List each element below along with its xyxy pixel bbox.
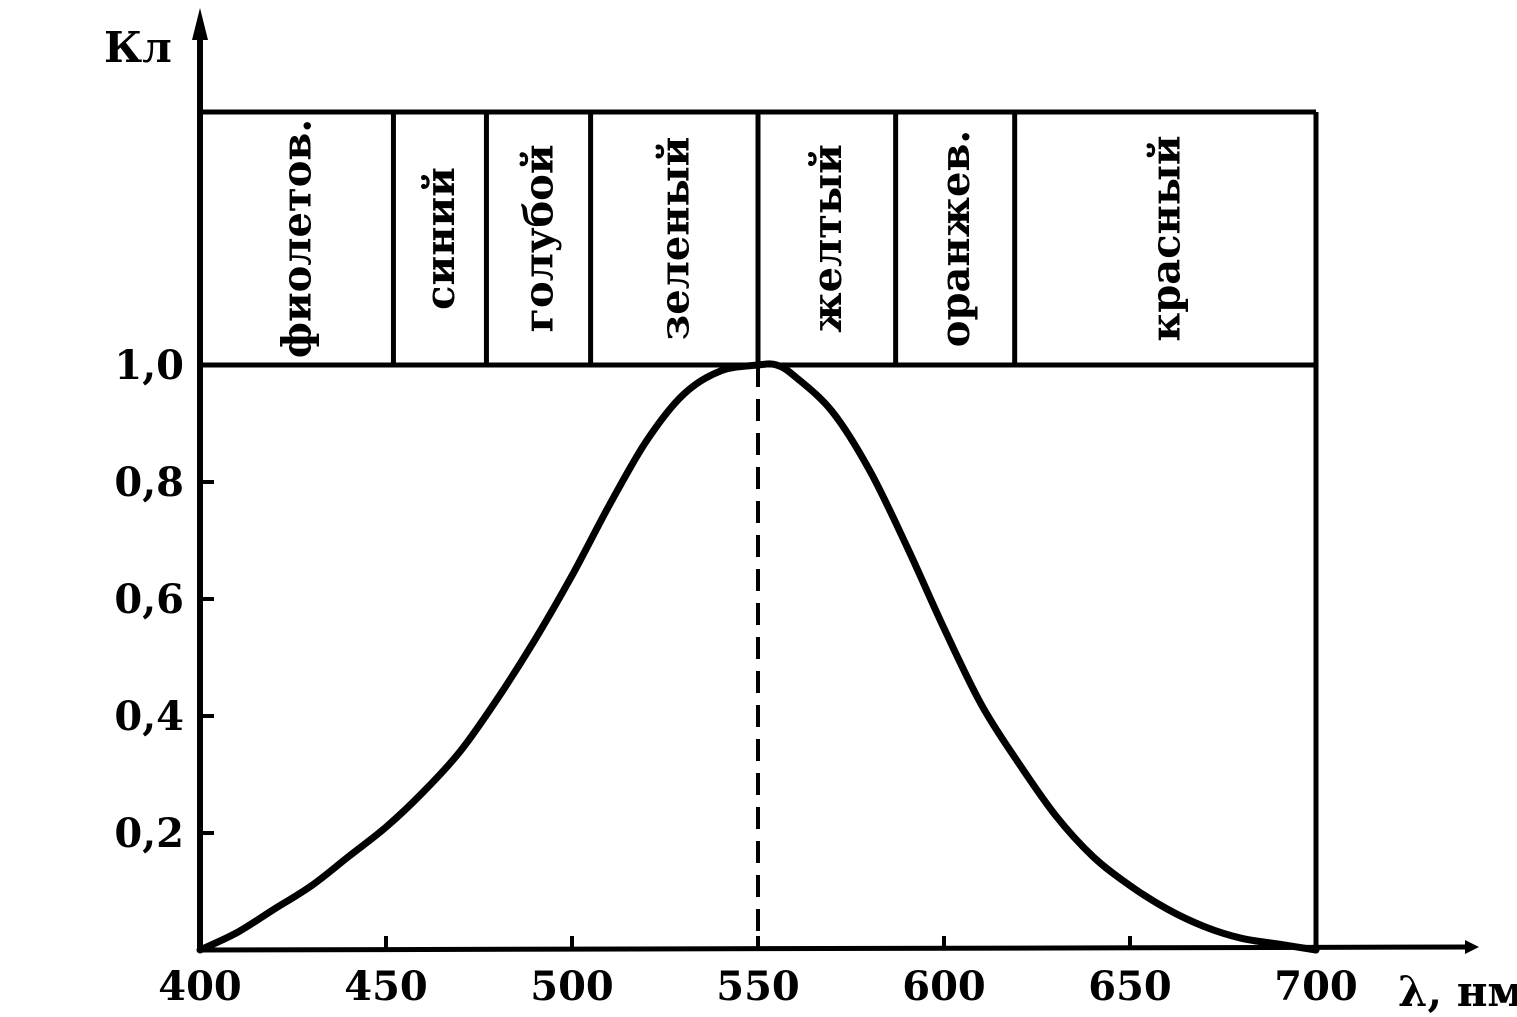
- x-axis-ticks: 400 450 500 550 600 650 700: [158, 936, 1358, 1010]
- color-band-table: фиолетов. синий голубой зеленый желтый оранже…: [200, 109, 1316, 368]
- x-tick-label: 650: [1088, 963, 1172, 1010]
- x-tick-label: 500: [530, 963, 614, 1010]
- band-label: зеленый: [651, 137, 698, 341]
- band-label: синий: [417, 167, 464, 310]
- x-tick-label: 600: [902, 963, 986, 1010]
- x-tick-label: 700: [1274, 963, 1358, 1010]
- y-axis-ticks: 0,2 0,4 0,6 0,8 1,0: [114, 342, 214, 857]
- y-tick-label: 0,4: [114, 693, 184, 740]
- x-axis: [199, 940, 1479, 955]
- band-label: голубой: [516, 144, 563, 332]
- y-tick-label: 0,2: [114, 810, 184, 857]
- x-tick-label: 400: [158, 963, 242, 1010]
- y-axis-label: Кл: [104, 23, 172, 72]
- y-tick-label: 1,0: [114, 342, 184, 389]
- band-label: красный: [1142, 135, 1189, 341]
- y-tick-label: 0,8: [114, 459, 184, 506]
- band-label: оранжев.: [932, 130, 979, 347]
- x-axis-label: λ, нм: [1398, 967, 1517, 1016]
- x-tick-label: 450: [344, 963, 428, 1010]
- band-label: желтый: [804, 144, 851, 333]
- band-label: фиолетов.: [274, 119, 321, 358]
- x-tick-label: 550: [716, 963, 800, 1010]
- y-tick-label: 0,6: [114, 576, 184, 623]
- y-axis-arrow-icon: [192, 8, 208, 40]
- sensitivity-curve: [196, 360, 1320, 954]
